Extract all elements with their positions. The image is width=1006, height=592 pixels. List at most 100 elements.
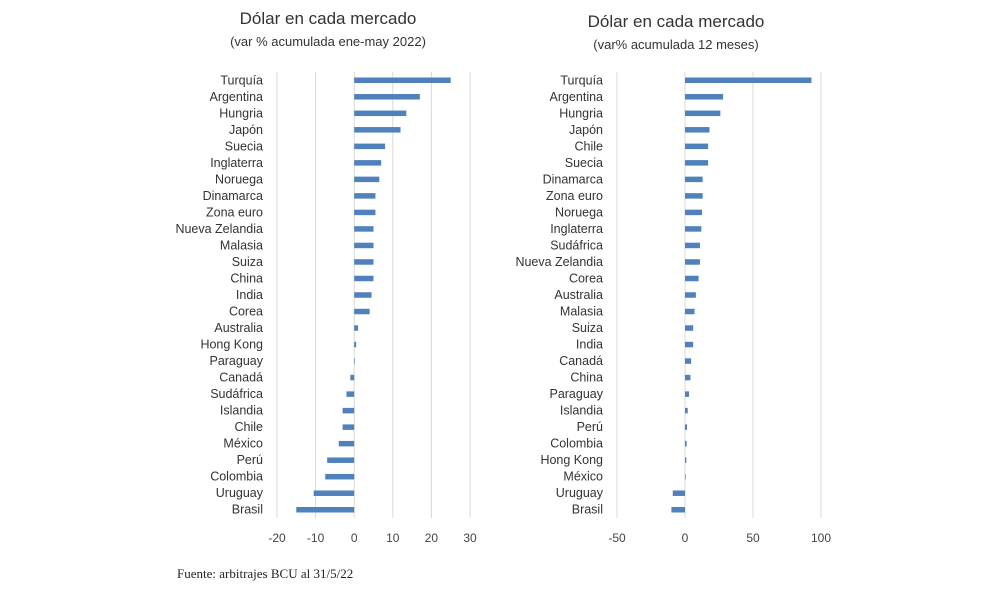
chart-2-bar [685,473,686,480]
source-note: Fuente: arbitrajes BCU al 31/5/22 [177,566,354,581]
chart-2-category-label: Hong Kong [540,453,603,467]
chart-1-bar [313,490,355,496]
chart-2-x-tick-label: -50 [608,531,626,545]
chart-2-bar [685,193,703,199]
chart-1-bar [350,374,355,381]
chart-2-category-label: India [576,338,603,352]
chart-1-x-tick-label: -20 [268,531,286,545]
chart-2-bar [685,424,688,430]
chart-1-category-label: Nueva Zelandia [175,222,263,236]
chart-1-bar [346,391,355,397]
chart-2-category-label: Sudáfrica [550,238,603,252]
chart-1-category-label: Noruega [215,172,263,186]
chart-1-category-label: Hungria [219,106,263,120]
chart-1-bar [342,407,355,414]
chart-1-bar [354,341,357,348]
chart-1-x-tick-label: 20 [425,531,439,545]
chart-1-bar [354,110,407,117]
chart-1-category-label: Australia [214,321,263,335]
chart-2-bar [685,275,699,282]
chart-1-x-tick-label: -10 [307,531,325,545]
chart-1-bar [325,473,355,480]
chart-1-x-tick-label: 10 [386,531,400,545]
chart-2-bar [685,160,709,166]
chart-1-category-label: Chile [235,420,264,434]
chart-2-category-label: Nueva Zelandia [515,255,603,269]
chart-1-bar [354,325,359,331]
chart-2-category-label: Inglaterra [550,222,603,236]
chart-2-category-label: Chile [575,139,604,153]
chart-2-bar [685,94,724,100]
chart-2-title: Dólar en cada mercado [588,12,765,31]
chart-1-category-label: Argentina [209,90,263,104]
chart-1-category-label: Islandia [220,404,263,418]
chart-2-bar [685,308,695,315]
chart-2-category-label: Suecia [565,156,603,170]
chart-1-bar [354,143,386,150]
chart-2-bar [685,407,688,414]
chart-2-category-label: Colombia [550,437,603,451]
chart-1-category-label: Canadá [219,371,263,385]
chart-1-category-label: Turquía [220,73,263,87]
chart-1-bar [354,77,451,84]
chart-2-category-label: Brasil [572,503,603,517]
chart-1-bar [354,193,376,199]
chart-1-bar [354,292,372,298]
chart-1-bar [338,440,355,447]
chart-1-x-tick-label: 0 [351,531,358,545]
chart-2-category-label: China [570,371,603,385]
chart-2-bar [685,259,700,265]
chart-2-category-label: Islandia [560,404,603,418]
chart-1-bar [327,457,355,463]
chart-1-bar [354,242,374,249]
chart-1-bar [354,308,370,315]
chart-2-category-label: Paraguay [549,387,603,401]
chart-1-x-tick-label: 30 [463,531,477,545]
chart-2-bar [685,226,702,232]
chart-1-category-label: Malasia [220,238,263,252]
chart-2-bar [685,209,702,216]
chart-2-bar [685,176,703,183]
chart-1-subtitle: (var % acumulada ene-may 2022) [230,34,426,49]
chart-2-x-tick-label: 100 [811,531,831,545]
chart-1-bar [354,358,355,364]
chart-2-bar [685,143,709,150]
chart-1-category-label: Sudáfrica [210,387,263,401]
chart-1-bar [354,176,380,183]
chart-1-category-label: India [236,288,263,302]
chart-1-bar [342,424,355,430]
chart-1-category-label: Japón [229,123,263,137]
chart-1-bar [354,94,420,100]
chart-2-bar [685,391,690,397]
chart-1-category-label: Hong Kong [200,338,263,352]
chart-2-x-tick-label: 0 [682,531,689,545]
chart-1-category-label: Paraguay [209,354,263,368]
chart-1-category-label: Brasil [232,503,263,517]
chart-2-subtitle: (var% acumulada 12 meses) [593,37,758,52]
chart-1-category-label: Suiza [232,255,263,269]
chart-1-bar [296,506,355,513]
chart-2-category-label: México [563,470,603,484]
chart-2-bar [685,358,692,364]
chart-2-bar [685,110,721,117]
chart-1-category-label: China [230,271,263,285]
chart-1-category-label: Zona euro [206,205,263,219]
chart-2-bar [685,325,694,331]
chart-2-bar [685,341,694,348]
chart-2-category-label: Malasia [560,305,603,319]
chart-2-category-label: Suiza [572,321,603,335]
chart-2-bar [685,440,687,447]
chart-2-bar [685,457,687,463]
chart-1-category-label: Uruguay [216,486,264,500]
chart-1-bar [354,259,374,265]
chart-1-bar [354,209,376,216]
chart-1-category-label: Corea [229,305,263,319]
chart-2-category-label: Dinamarca [543,172,603,186]
chart-2-bar [685,374,691,381]
chart-2-category-label: Zona euro [546,189,603,203]
chart-2-category-label: Japón [569,123,603,137]
chart-2-category-label: Canadá [559,354,603,368]
chart-2-bar [685,242,700,249]
chart-2-bar [685,292,696,298]
